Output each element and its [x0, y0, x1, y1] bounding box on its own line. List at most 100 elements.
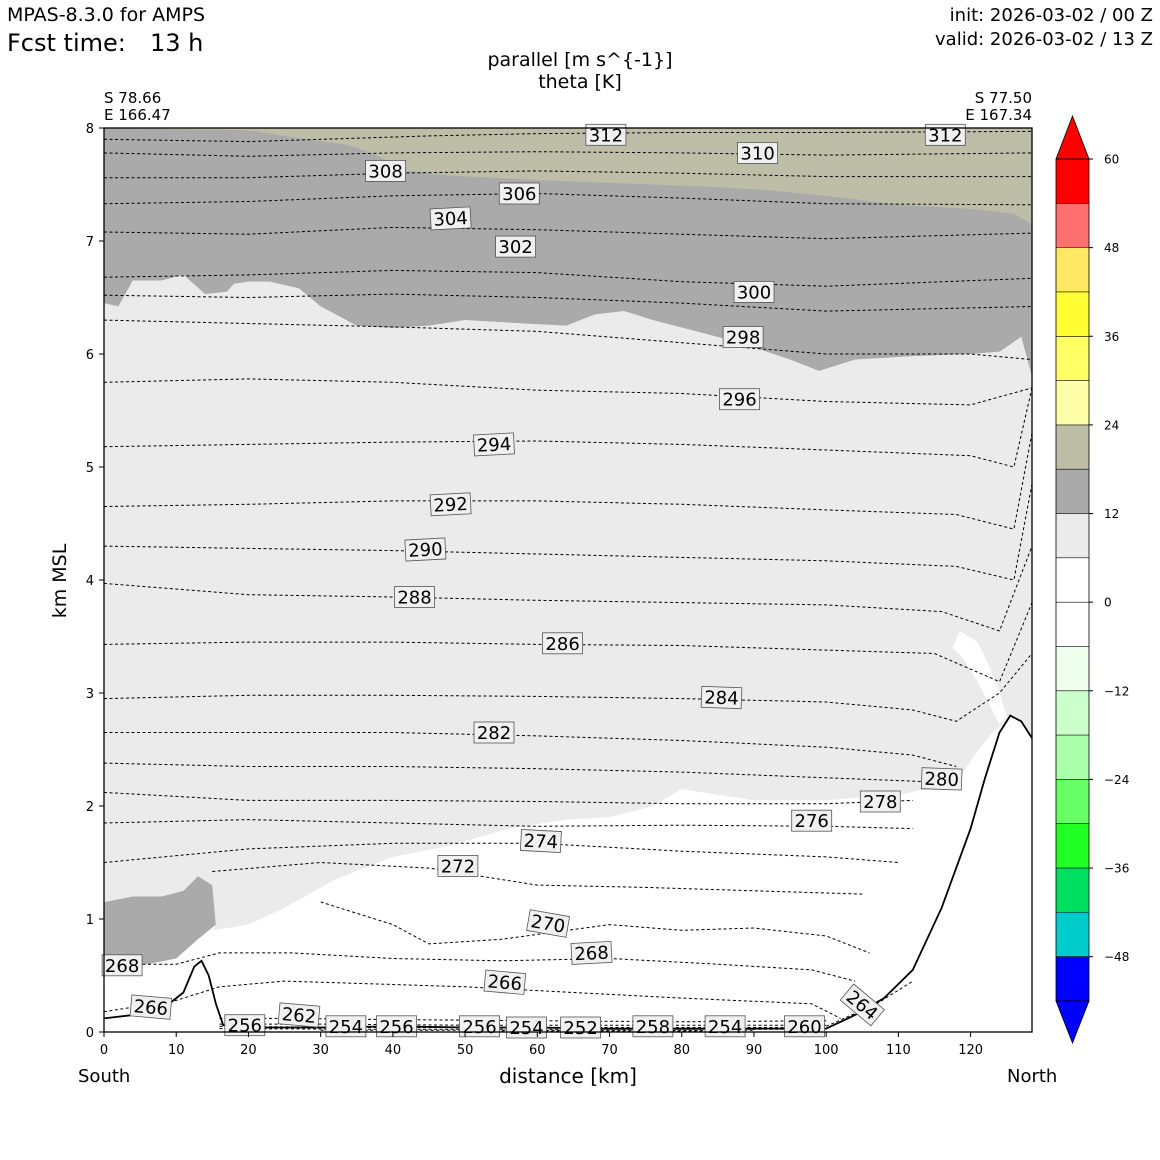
terrain-mask: [104, 715, 1032, 1032]
contour-label-text: 254: [708, 1017, 742, 1038]
contour-label-text: 256: [228, 1016, 262, 1037]
x-tick-label: 10: [168, 1043, 185, 1058]
contour-label-262: 262: [277, 1002, 321, 1028]
contour-label-box: [519, 829, 562, 853]
contour-label-274: 274: [519, 829, 562, 854]
contour-label-text: 312: [589, 125, 623, 146]
colorbar-segment: [1056, 513, 1089, 558]
contour-label-276: 276: [791, 809, 833, 832]
contour-label-text: 268: [574, 943, 609, 966]
contour-label-text: 268: [105, 956, 139, 977]
contour-label-box: [365, 159, 407, 182]
y-tick-label: 2: [86, 800, 94, 815]
y-tick-label: 7: [86, 235, 94, 250]
contour-label-box: [920, 767, 963, 791]
x-tick-label: 20: [240, 1043, 257, 1058]
theta-contour-312: [104, 130, 1032, 143]
colorbar-segment: [1056, 424, 1089, 470]
contour-label-278: 278: [859, 790, 901, 813]
contour-label-294: 294: [473, 432, 515, 457]
fcst-time-value: 13 h: [150, 29, 204, 57]
contour-label-box: [722, 326, 764, 348]
x-axis-label: distance [km]: [499, 1064, 637, 1088]
contour-label-box: [437, 855, 479, 877]
contour-label-text: 294: [476, 434, 511, 457]
contour-label-text: 256: [462, 1017, 496, 1038]
contour-label-286: 286: [542, 632, 583, 655]
colorbar-segment: [1056, 159, 1089, 204]
contour-label-302: 302: [495, 235, 536, 258]
contour-label-text: 302: [498, 237, 532, 258]
colorbar-tick-label: −24: [1104, 773, 1129, 787]
contour-label-266: 266: [483, 969, 527, 995]
colorbar-segment: [1056, 380, 1089, 425]
contour-label-box: [570, 940, 613, 965]
colorbar-segment: [1056, 956, 1089, 1001]
start-lat: S 78.66: [104, 89, 162, 107]
contour-label-text: 284: [704, 687, 739, 709]
contour-label-box: [700, 685, 743, 710]
contour-label-306: 306: [498, 182, 540, 205]
init-time: init: 2026-03-02 / 00 Z: [949, 5, 1153, 26]
contour-label-text: 282: [477, 723, 511, 744]
contour-label-text: 310: [740, 143, 774, 164]
region-wind-18-24: [104, 128, 1032, 224]
contour-label-box: [560, 1016, 601, 1039]
contour-label-box: [101, 954, 143, 977]
contour-label-box: [791, 809, 833, 832]
contour-label-box: [429, 206, 472, 231]
contour-label-box: [924, 123, 966, 146]
region-wind-12-18-lower: [104, 876, 216, 965]
contour-label-text: 262: [281, 1004, 317, 1028]
end-lon: E 167.34: [965, 106, 1032, 124]
x-tick-label: 70: [601, 1043, 618, 1058]
theta-contour-266: [104, 980, 841, 1019]
theta-contour-308: [104, 170, 1032, 179]
theta-contour-282: [104, 732, 957, 767]
y-tick-label: 8: [86, 122, 94, 137]
colorbar-under-arrow: [1055, 1000, 1090, 1045]
contour-label-256: 256: [376, 1015, 417, 1038]
contour-label-box: [839, 983, 885, 1027]
theta-contour-layer: [104, 130, 1032, 1032]
contour-label-text: 266: [487, 971, 523, 995]
theta-contour-292: [104, 433, 1032, 530]
contour-label-284: 284: [700, 685, 743, 710]
contour-label-254: 254: [325, 1015, 367, 1038]
contour-label-text: 280: [924, 769, 959, 791]
contour-label-254: 254: [704, 1015, 746, 1038]
contour-label-256: 256: [224, 1014, 266, 1037]
x-tick-label: 30: [312, 1043, 329, 1058]
contour-label-text: 258: [636, 1017, 670, 1038]
contour-label-text: 308: [368, 161, 402, 182]
contour-label-268: 268: [101, 954, 143, 977]
contour-label-text: 274: [523, 831, 558, 854]
contour-label-box: [483, 969, 527, 995]
contour-label-box: [859, 790, 901, 813]
theta-contour-268: [104, 952, 856, 982]
south-end-label: South: [78, 1066, 131, 1087]
theta-contour-274: [104, 842, 899, 863]
theta-contour-286: [104, 602, 1032, 683]
x-tick-label: 60: [529, 1043, 546, 1058]
contour-label-272: 272: [437, 855, 479, 877]
theta-contour-300: [104, 293, 1032, 312]
y-tick-label: 3: [86, 687, 94, 702]
x-tick-label: 120: [958, 1043, 983, 1058]
colorbar-segment: [1056, 203, 1089, 248]
theta-contour-272: [212, 861, 863, 895]
contour-label-280: 280: [920, 767, 963, 791]
colorbar-segment: [1056, 469, 1089, 514]
theta-contour-296: [104, 378, 1032, 406]
wind-0-6-pocket: [952, 630, 1007, 725]
contour-label-310: 310: [737, 141, 778, 164]
colorbar-segment: [1056, 646, 1089, 691]
colorbar-tick-label: 12: [1104, 507, 1119, 521]
contour-label-298: 298: [722, 326, 764, 349]
y-tick-label: 6: [86, 348, 94, 363]
fcst-time-label: Fcst time:: [7, 29, 126, 57]
end-lat: S 77.50: [974, 89, 1032, 107]
theta-contour-302: [104, 269, 1032, 287]
contour-label-box: [498, 182, 540, 205]
contour-label-box: [394, 586, 435, 608]
